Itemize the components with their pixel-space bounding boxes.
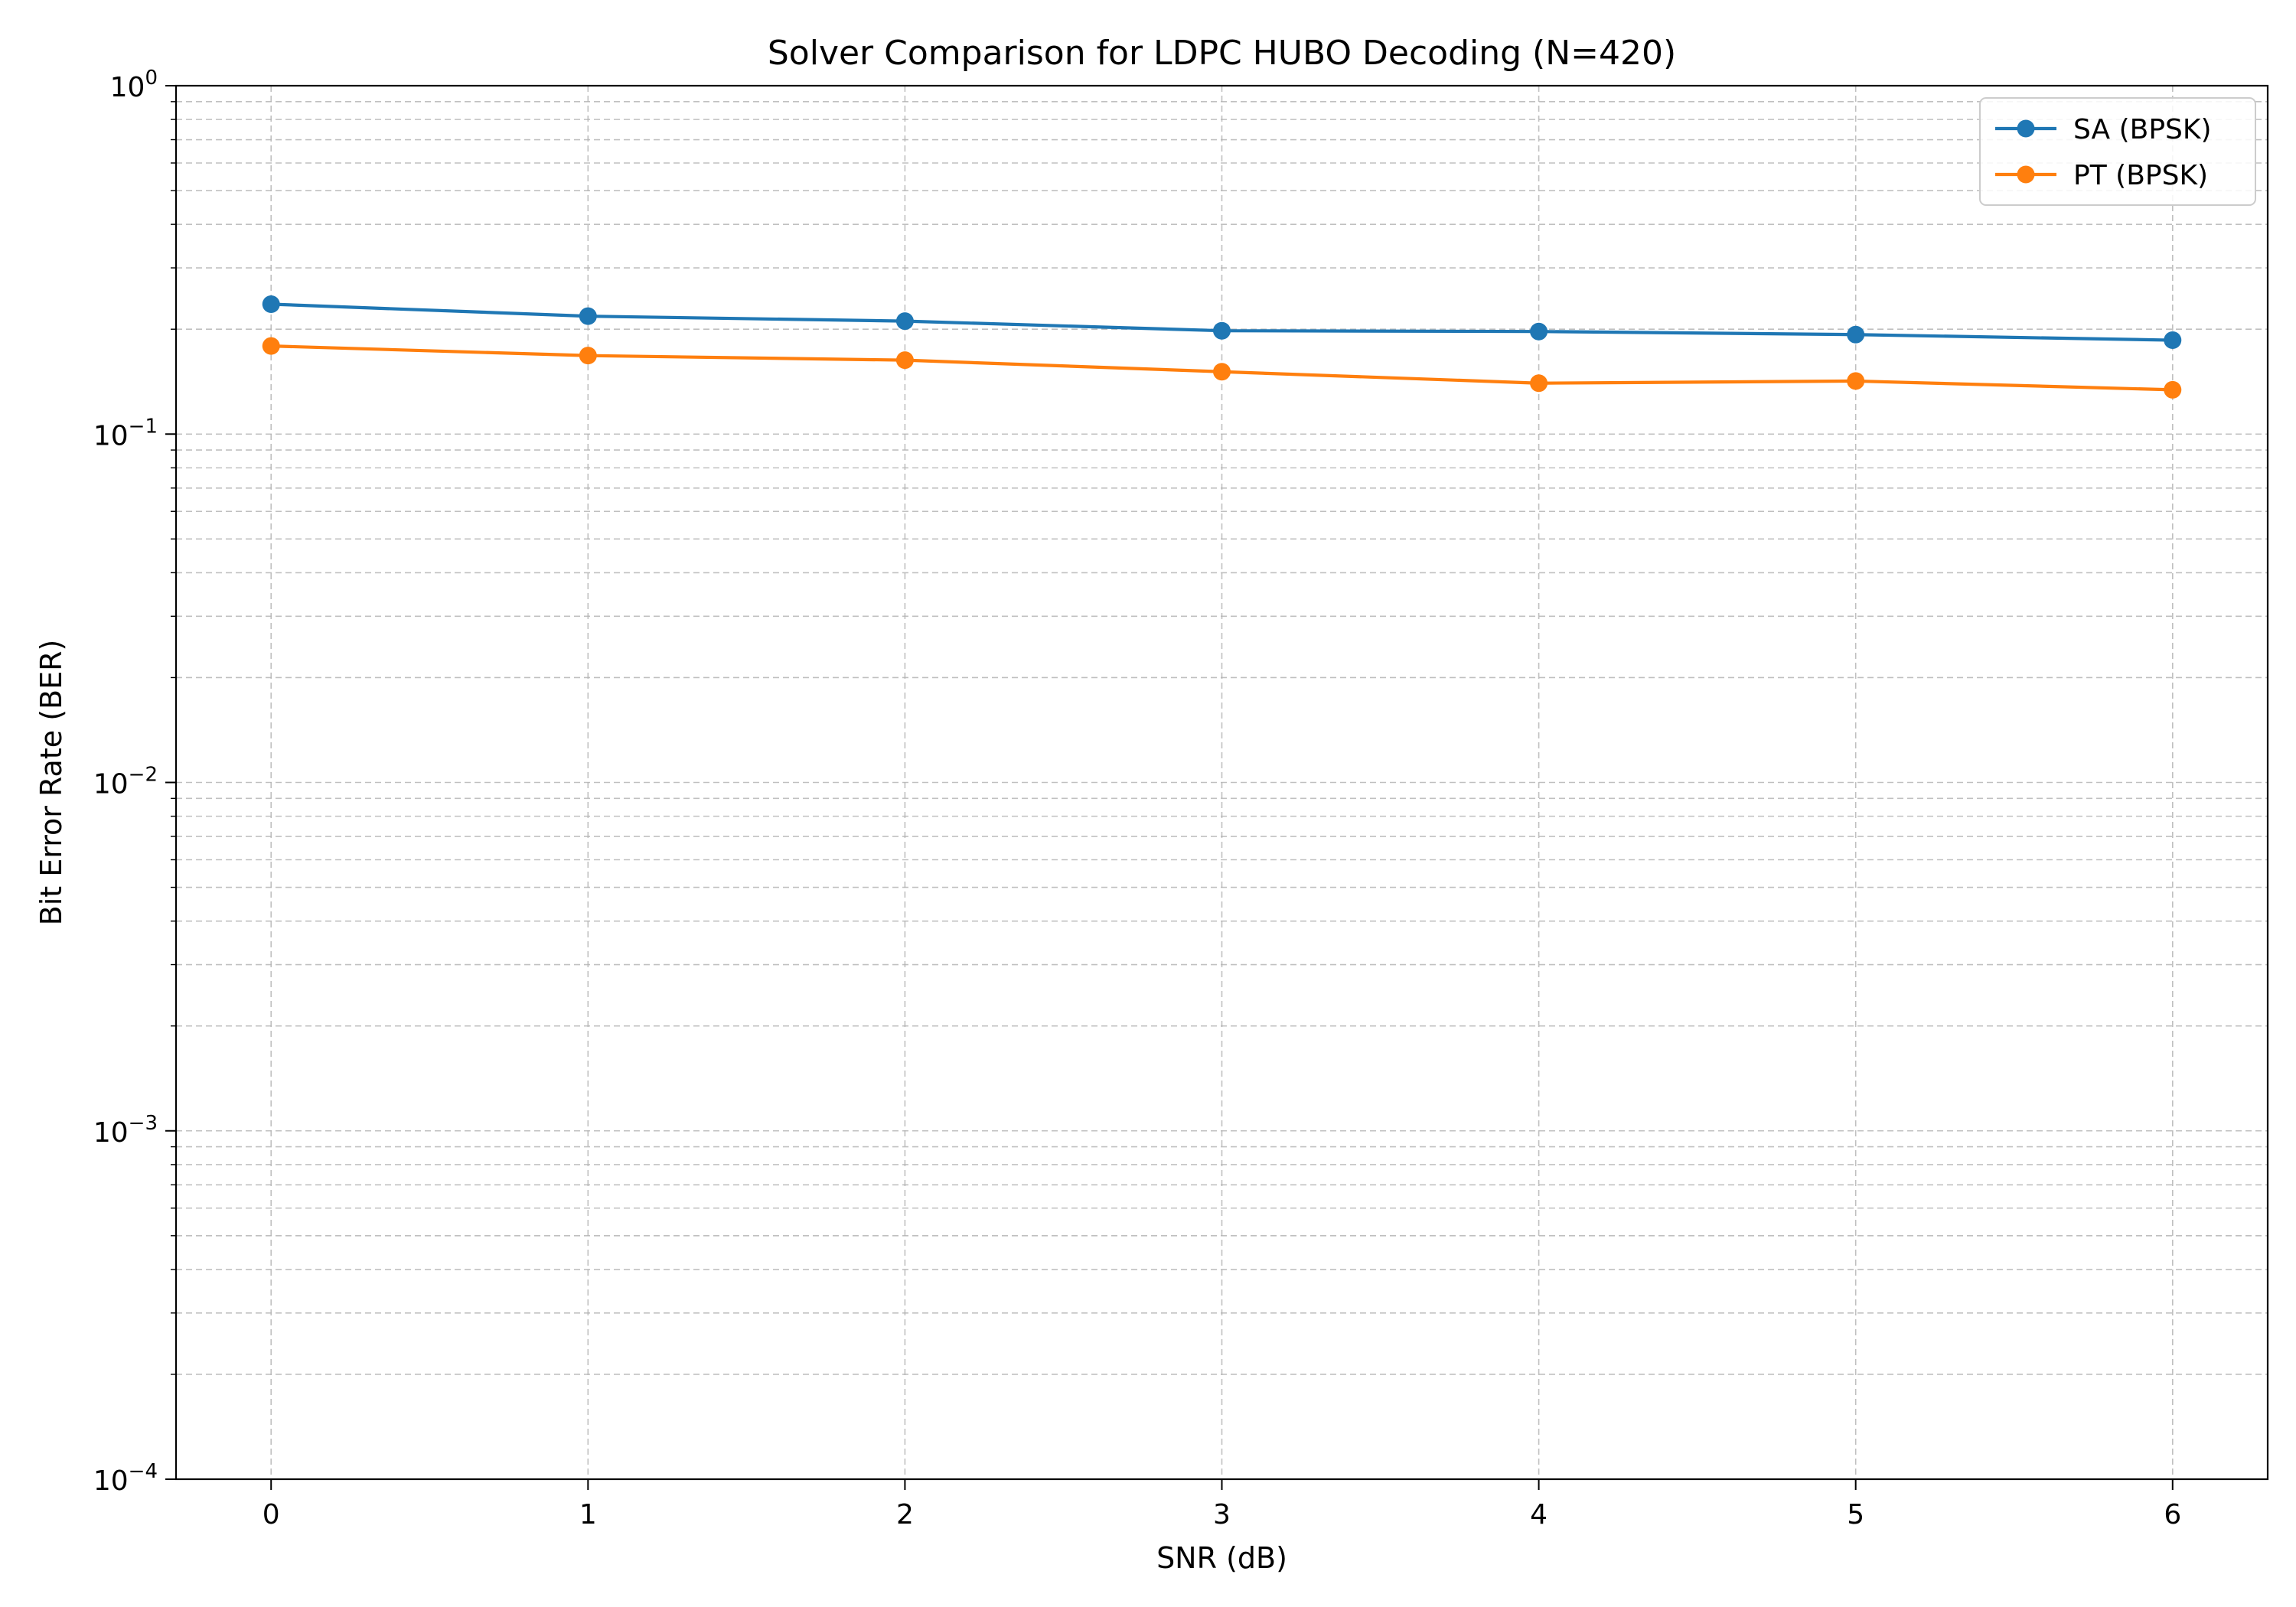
x-axis-label: SNR (dB) (1156, 1541, 1287, 1575)
x-tick-label: 3 (1213, 1499, 1231, 1530)
data-point (1213, 363, 1231, 381)
y-tick-label: 100 (110, 67, 158, 103)
chart-title: Solver Comparison for LDPC HUBO Decoding… (768, 34, 1676, 73)
y-tick-label: 10−4 (93, 1460, 158, 1497)
y-tick-label: 10−1 (93, 415, 158, 451)
x-tick-label: 0 (263, 1499, 280, 1530)
data-point (2164, 331, 2182, 350)
data-point (579, 347, 597, 365)
y-tick-label: 10−2 (93, 764, 158, 800)
legend-marker (2017, 165, 2035, 184)
legend-marker (2017, 119, 2035, 138)
data-point (579, 307, 597, 325)
data-point (895, 312, 914, 331)
data-point (1847, 372, 1865, 390)
legend-label: SA (BPSK) (2073, 114, 2212, 145)
x-tick-label: 5 (1847, 1499, 1864, 1530)
legend-label: PT (BPSK) (2073, 160, 2208, 191)
x-tick-label: 4 (1530, 1499, 1548, 1530)
series-sa (262, 295, 2182, 350)
legend: SA (BPSK) PT (BPSK) (1979, 97, 2256, 206)
y-tick-label: 10−3 (93, 1112, 158, 1149)
data-point (1530, 322, 1548, 341)
data-point (1847, 325, 1865, 344)
x-tick-label: 6 (2164, 1499, 2181, 1530)
data-point (1213, 321, 1231, 340)
y-axis-label: Bit Error Rate (BER) (34, 640, 68, 926)
legend-box (1979, 97, 2256, 206)
x-tick-label: 2 (896, 1499, 914, 1530)
data-point (895, 351, 914, 370)
data-point (2164, 380, 2182, 399)
data-point (1530, 374, 1548, 393)
series-layer (262, 295, 2182, 399)
series-pt (262, 337, 2182, 399)
x-tick-label: 1 (579, 1499, 597, 1530)
data-point (262, 337, 280, 355)
data-point (262, 295, 280, 313)
ticks: 0 1 2 3 4 5 6 100 10−1 10−2 10−3 10−4 (93, 67, 2181, 1530)
